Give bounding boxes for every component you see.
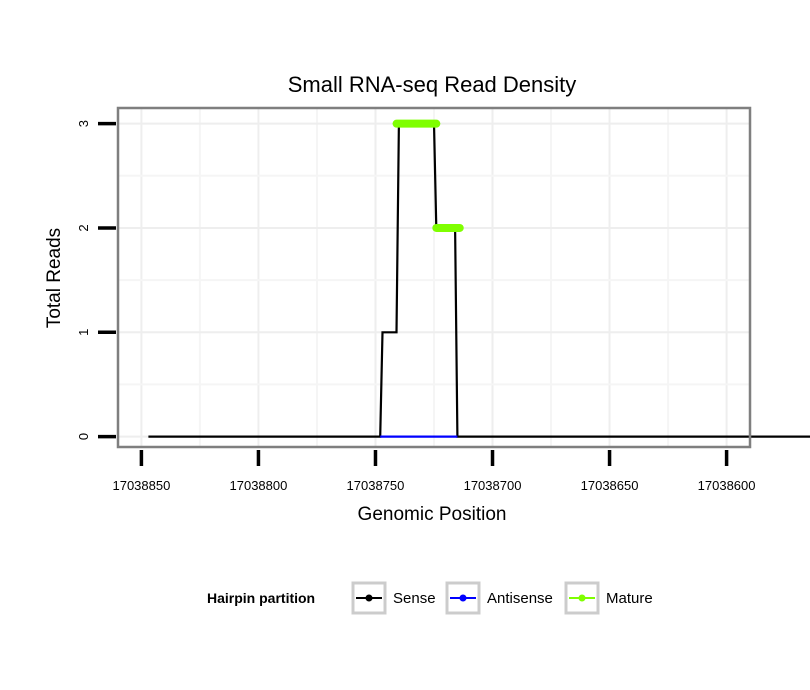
chart-title: Small RNA-seq Read Density xyxy=(288,72,577,97)
y-tick-label: 0 xyxy=(76,433,91,440)
legend-key-point-antisense xyxy=(459,594,467,602)
x-tick-label: 17038750 xyxy=(347,478,405,493)
x-tick-label: 17038650 xyxy=(581,478,639,493)
x-tick-label: 17038700 xyxy=(464,478,522,493)
series-layer xyxy=(148,119,810,438)
y-tick-label: 1 xyxy=(76,329,91,336)
legend-label-sense: Sense xyxy=(393,590,436,607)
legend-label-antisense: Antisense xyxy=(487,590,553,607)
legend-title: Hairpin partition xyxy=(207,590,315,606)
x-axis-title: Genomic Position xyxy=(358,504,507,525)
x-axis: 17038850 17038800 17038750 17038700 17038650… xyxy=(112,450,756,493)
y-axis-title: Total Reads xyxy=(44,228,65,328)
x-tick-label: 17038800 xyxy=(230,478,288,493)
y-axis: 0 1 2 3 xyxy=(76,120,116,440)
y-tick-label: 2 xyxy=(76,224,91,231)
legend-key-point-sense xyxy=(365,594,373,602)
legend-label-mature: Mature xyxy=(606,590,653,607)
x-tick-label: 17038850 xyxy=(112,478,170,493)
y-tick-label: 3 xyxy=(76,120,91,127)
plot-border xyxy=(116,106,752,449)
legend-key-point-mature xyxy=(578,594,586,602)
x-tick-label: 17038600 xyxy=(698,478,756,493)
legend: Hairpin partition Sense Antisense Mature xyxy=(207,581,653,615)
